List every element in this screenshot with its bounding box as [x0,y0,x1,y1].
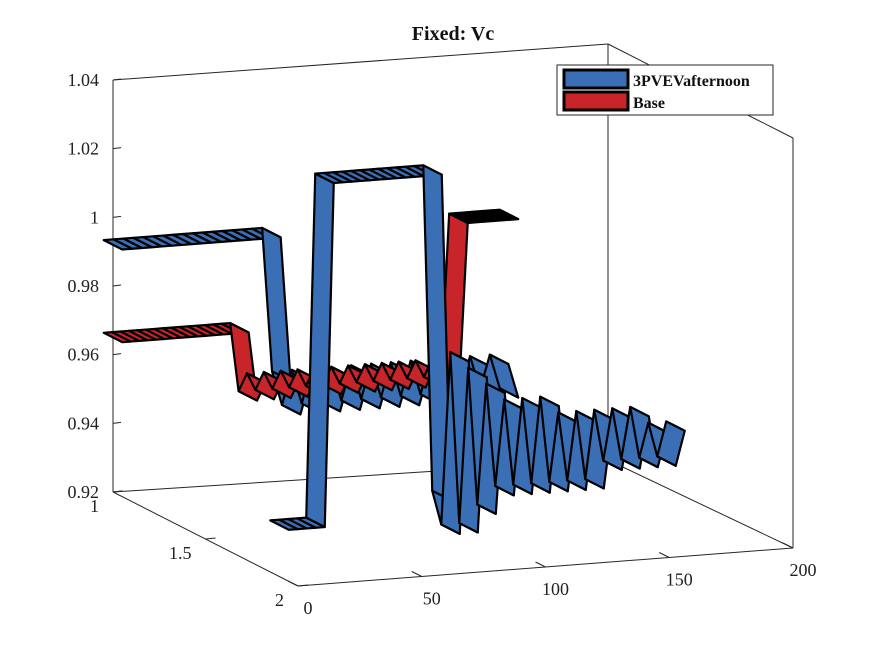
ribbon-1-segment-39 [488,353,520,399]
y-tick-0 [112,490,124,493]
x-tick-label-3: 150 [666,570,693,590]
legend-swatch-base [562,90,630,112]
legend-swatch-3pvevafternoon [562,68,630,90]
y-tick-label-0: 1 [90,496,99,516]
z-tick-5 [112,147,122,150]
x-tick-3 [659,552,670,558]
z-tick-label-1: 0.94 [68,413,100,433]
z-tick-label-2: 0.96 [68,345,100,365]
z-tick-label-4: 1 [90,207,99,227]
ribbon-0-segment-43 [656,420,686,467]
y-tick-1 [205,537,216,540]
legend: 3PVEVafternoon Base [556,64,774,116]
chart-title: Fixed: Vc [412,23,495,45]
right-floor-edge [607,459,794,549]
ribbon-2-segment-46 [490,208,520,221]
ribbon-0 [269,164,686,535]
x-tick-label-0: 0 [304,598,313,618]
back-top-edge [112,43,609,81]
y-tick-label-2: 2 [275,590,284,610]
legend-label-3pvevafternoon: 3PVEVafternoon [633,73,750,90]
legend-label-base: Base [633,95,665,112]
x-tick-4 [782,542,794,549]
z-tick-label-0: 0.92 [68,482,100,502]
x-tick-label-4: 200 [790,560,817,580]
x-tick-0 [287,580,299,587]
tick-marks [112,78,794,587]
z-tick-label-6: 1.04 [68,70,100,90]
z-tick-3 [112,284,122,287]
ribbon-1-segment-16 [261,226,292,382]
z-tick-4 [112,215,122,218]
x-tick-label-1: 50 [423,589,441,609]
x-tick-1 [411,571,422,577]
z-tick-label-3: 0.98 [68,276,100,296]
ribbon-series [102,164,686,535]
z-tick-label-5: 1.02 [68,139,100,159]
x-tick-label-2: 100 [542,579,569,599]
tick-labels: 0.92 0.94 0.96 0.98 1 1.02 1.04 0 50 100 150 200 1 1.… [68,70,817,618]
z-tick-1 [112,421,122,424]
z-tick-2 [112,353,122,356]
z-tick-6 [112,78,122,81]
x-tick-2 [535,561,546,568]
y-tick-2 [297,584,309,587]
y-tick-label-1: 1.5 [169,543,192,563]
ribbon-0-segment-4 [305,172,335,529]
